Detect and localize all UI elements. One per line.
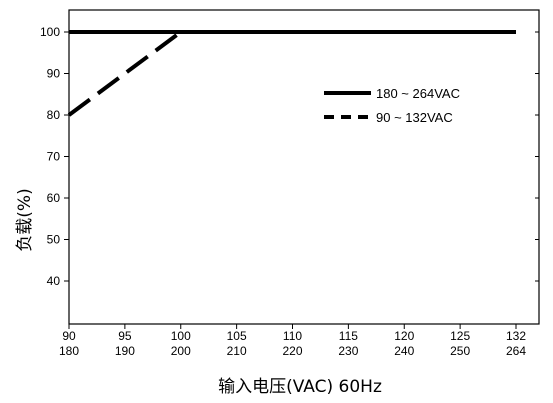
y-tick-label: 90 <box>47 67 61 81</box>
legend-label: 180 ~ 264VAC <box>376 86 460 101</box>
x-tick-label-bottom: 250 <box>450 344 470 358</box>
x-tick-label-top: 105 <box>227 329 247 343</box>
x-tick-label-top: 110 <box>283 329 302 343</box>
x-axis-title: 输入电压(VAC) 60Hz <box>218 377 382 397</box>
x-tick-label-top: 132 <box>506 329 526 343</box>
x-tick-label-top: 120 <box>394 329 414 343</box>
x-tick-label-top: 90 <box>62 329 76 343</box>
plot-area-frame <box>68 9 540 325</box>
x-tick-label-bottom: 230 <box>338 344 358 358</box>
x-tick-label-top: 100 <box>171 329 191 343</box>
y-tick-label: 70 <box>47 150 61 164</box>
x-tick-label-bottom: 264 <box>506 344 526 358</box>
legend: 180 ~ 264VAC 90 ~ 132VAC <box>324 86 460 125</box>
y-tick-label: 60 <box>47 191 61 205</box>
x-tick-label-bottom: 180 <box>59 344 79 358</box>
x-tick-label-top: 95 <box>118 329 132 343</box>
x-tick-label-bottom: 220 <box>282 344 302 358</box>
y-tick-label: 80 <box>47 108 61 122</box>
series-line-dashed <box>67 30 516 117</box>
y-axis-ticks: 40 50 60 70 80 90 100 <box>40 25 539 288</box>
legend-label: 90 ~ 132VAC <box>376 110 453 125</box>
x-tick-label-bottom: 190 <box>115 344 135 358</box>
y-tick-label: 100 <box>40 25 60 39</box>
x-tick-label-bottom: 210 <box>227 344 247 358</box>
x-tick-label-top: 125 <box>450 329 470 343</box>
x-tick-label-bottom: 240 <box>394 344 414 358</box>
y-tick-label: 40 <box>47 274 61 288</box>
series-lines <box>67 30 516 117</box>
x-tick-label-bottom: 200 <box>171 344 191 358</box>
y-tick-label: 50 <box>47 233 61 247</box>
x-tick-label-top: 115 <box>339 329 358 343</box>
y-axis-title: 负载(%) <box>15 188 35 251</box>
